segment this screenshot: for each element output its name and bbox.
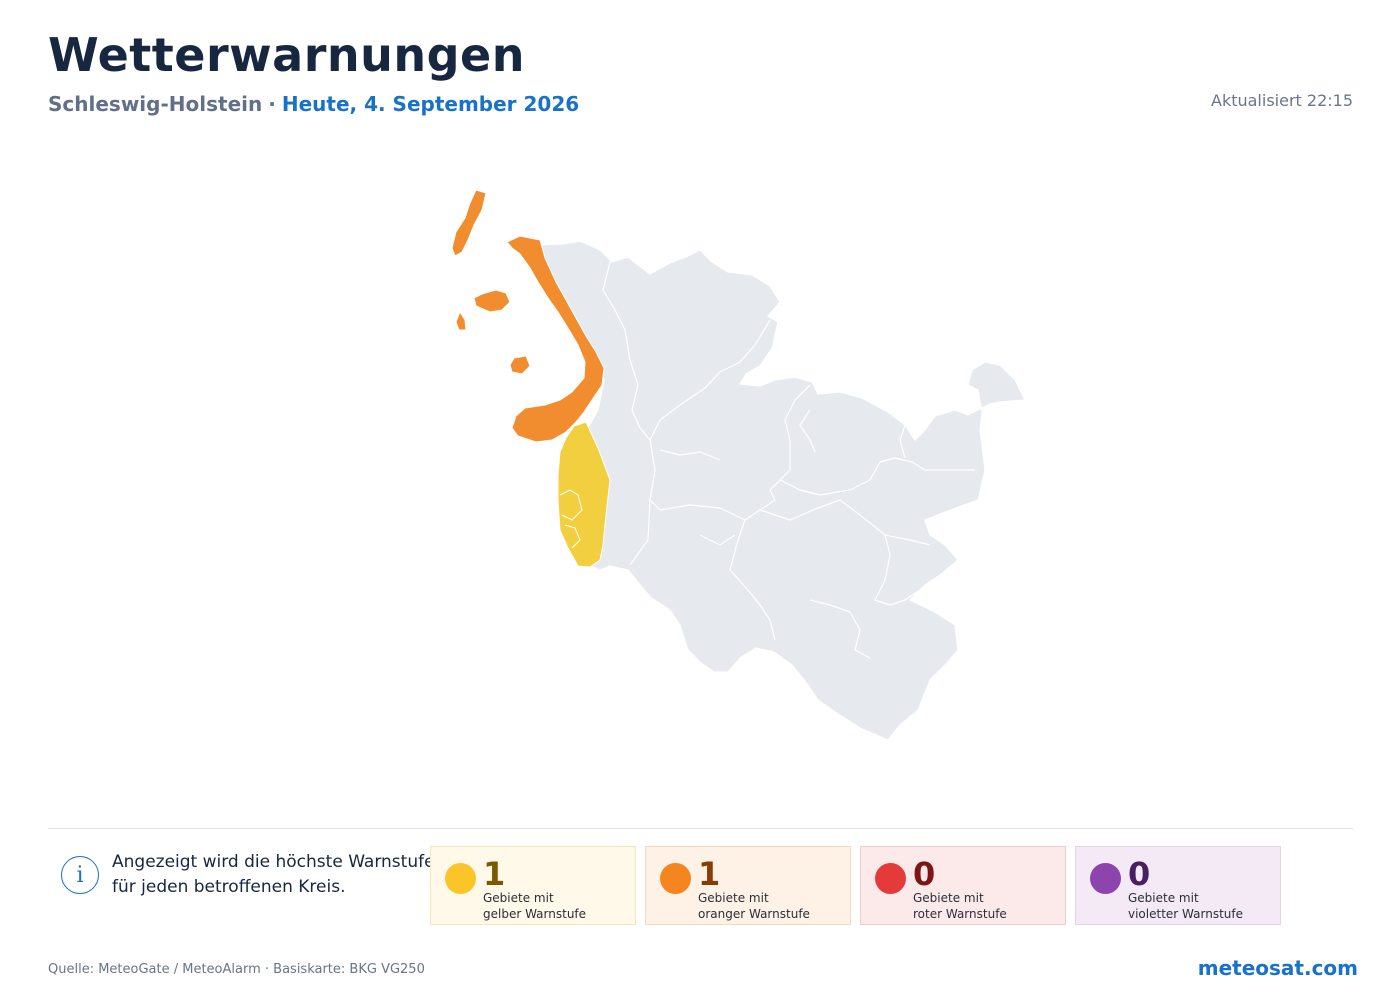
violet-dot-icon [1090, 863, 1121, 894]
warning-date: Heute, 4. September 2026 [281, 92, 580, 116]
legend-card-violet: 0 Gebiete mit violetter Warnstufe [1075, 846, 1281, 925]
island-pellworm [509, 355, 531, 375]
legend-card-yellow: 1 Gebiete mit gelber Warnstufe [430, 846, 636, 925]
orange-label: Gebiete mit oranger Warnstufe [698, 891, 810, 921]
island-foehr [473, 289, 511, 313]
divider [48, 828, 1353, 829]
yellow-warning-area[interactable] [557, 421, 611, 568]
dithmarschen [557, 421, 611, 568]
yellow-count: 1 [483, 855, 506, 893]
legend-card-red: 0 Gebiete mit roter Warnstufe [860, 846, 1066, 925]
info-line-2: für jeden betroffenen Kreis. [112, 877, 346, 897]
red-dot-icon [875, 863, 906, 894]
page-title: Wetterwarnungen [48, 28, 526, 82]
info-line-1: Angezeigt wird die höchste Warnstufe [112, 852, 432, 872]
subtitle: Schleswig-Holstein · Heute, 4. September 2… [48, 92, 579, 116]
brand-link[interactable]: meteosat.com [1197, 956, 1358, 980]
red-count: 0 [913, 855, 936, 893]
island-sylt [451, 189, 487, 257]
region-name: Schleswig-Holstein [48, 92, 263, 116]
red-label: Gebiete mit roter Warnstufe [913, 891, 1007, 921]
violet-label: Gebiete mit violetter Warnstufe [1128, 891, 1243, 921]
yellow-dot-icon [445, 863, 476, 894]
orange-dot-icon [660, 863, 691, 894]
source-note: Quelle: MeteoGate / MeteoAlarm · Basiska… [48, 962, 425, 977]
orange-warning-area[interactable] [451, 189, 605, 443]
updated-time: Aktualisiert 22:15 [1211, 91, 1353, 110]
info-icon: i [61, 856, 99, 894]
orange-count: 1 [698, 855, 721, 893]
yellow-label: Gebiete mit gelber Warnstufe [483, 891, 587, 921]
warning-map [451, 189, 1026, 741]
violet-count: 0 [1128, 855, 1151, 893]
mainland[interactable] [539, 240, 1026, 741]
district-borders [602, 261, 975, 659]
nordfriesland-coast [506, 235, 605, 443]
legend-card-orange: 1 Gebiete mit oranger Warnstufe [645, 846, 851, 925]
info-text: Angezeigt wird die höchste Warnstufe für… [112, 850, 432, 900]
subtitle-separator: · [268, 92, 276, 116]
island-amrum [455, 310, 467, 331]
